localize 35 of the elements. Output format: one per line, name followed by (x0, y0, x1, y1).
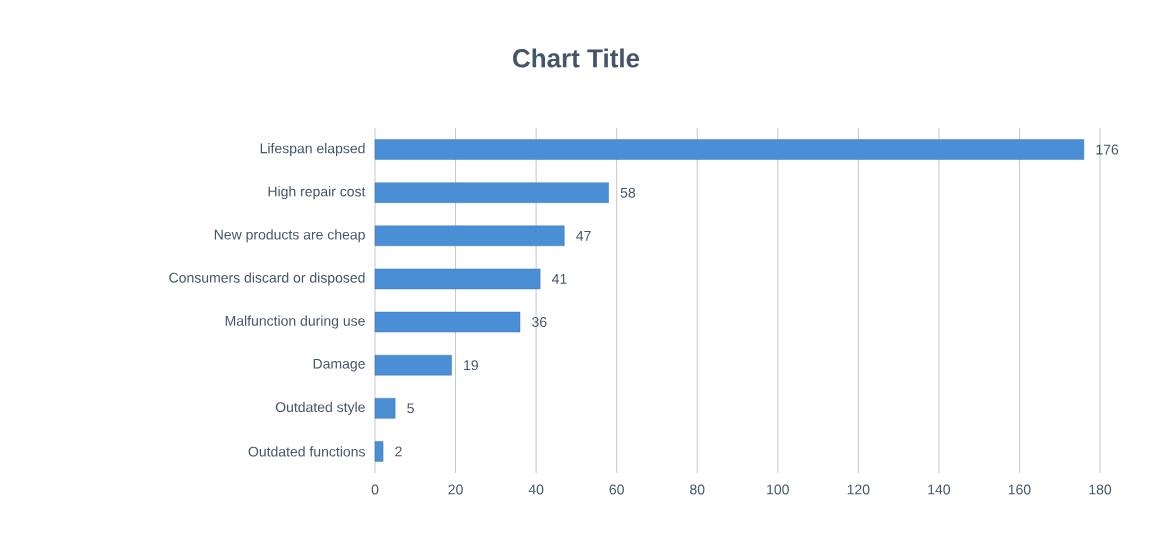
data-label: 47 (576, 231, 591, 241)
data-label: 58 (620, 187, 636, 198)
data-label: 41 (551, 274, 567, 284)
bar (374, 225, 565, 247)
bar (374, 354, 452, 376)
y-tick-label: Lifespan elapsed (260, 143, 365, 157)
data-label: 2 (395, 446, 402, 457)
bar (374, 268, 541, 290)
x-tick-label: 100 (767, 484, 789, 495)
x-tick-label: 60 (609, 484, 624, 495)
y-tick-label: Outdated functions (248, 446, 365, 457)
data-label: 176 (1096, 144, 1119, 155)
x-tick-label: 0 (371, 484, 379, 495)
y-tick-label: Malfunction during use (225, 315, 365, 329)
bar (374, 182, 609, 203)
bar (374, 441, 384, 462)
x-tick-label: 180 (1089, 484, 1112, 495)
x-tick-label: 20 (448, 484, 463, 495)
x-tick-label: 40 (528, 484, 544, 495)
bar (374, 139, 1085, 160)
x-tick-label: 80 (690, 484, 705, 495)
data-label: 19 (464, 360, 478, 371)
y-tick-label: New products are cheap (214, 229, 365, 243)
y-tick-label: High repair cost (268, 186, 366, 200)
data-label: 36 (532, 317, 547, 328)
y-tick-label: Consumers discard or disposed (169, 272, 365, 286)
bar (374, 398, 396, 419)
y-tick-label: Outdated style (275, 401, 365, 415)
chart-title: Chart Title (513, 48, 640, 68)
x-tick-label: 160 (1008, 484, 1031, 495)
x-tick-label: 120 (847, 484, 870, 495)
y-tick-label: Damage (313, 358, 365, 372)
data-label: 5 (407, 403, 414, 414)
x-tick-label: 140 (928, 484, 951, 495)
bar (374, 311, 521, 333)
